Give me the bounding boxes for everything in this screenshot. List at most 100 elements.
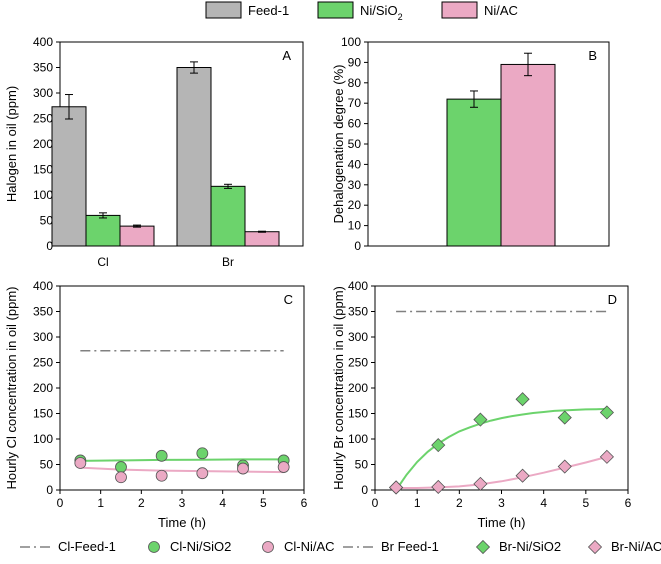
y-tick-label: 300 <box>33 86 53 100</box>
y-tick-label: 40 <box>348 157 362 171</box>
panel-a: 0 50 100 150 200 250 300 350 400 Halogen in oil (… <box>4 35 304 269</box>
y-tick-label: 350 <box>33 61 53 75</box>
x-axis-label: Time (h) <box>478 515 526 530</box>
y-tick-label: 50 <box>40 458 54 472</box>
fit-curve <box>80 466 284 474</box>
y-tick-label: 0 <box>46 483 53 497</box>
bar <box>85 214 121 247</box>
x-tick-label: 1 <box>414 496 421 510</box>
data-point <box>515 392 530 407</box>
y-tick-label: 70 <box>348 96 362 110</box>
legend-label: Br Feed-1 <box>381 539 439 554</box>
bottom-legend: Cl-Feed-1 Cl-Ni/SiO2 Cl-Ni/AC Br Feed-1 Br-N… <box>20 539 661 555</box>
legend-diamond-marker <box>587 539 603 555</box>
legend-circle-marker <box>262 541 274 553</box>
data-point <box>155 469 168 482</box>
bar <box>51 106 87 247</box>
data-point <box>557 459 572 474</box>
y-tick-label: 80 <box>348 76 362 90</box>
legend-swatch-niac <box>441 1 478 19</box>
y-tick-label: 30 <box>348 178 362 192</box>
legend-label: Cl-Ni/AC <box>284 539 335 554</box>
bar <box>176 67 212 247</box>
legend-diamond-marker <box>475 539 491 555</box>
legend-label-feed: Feed-1 <box>248 3 289 18</box>
y-tick-label: 400 <box>33 279 53 293</box>
y-tick-label: 200 <box>348 381 368 395</box>
panel-letter-b: B <box>588 48 597 63</box>
y-tick-label: 100 <box>33 188 53 202</box>
y-tick-label: 200 <box>33 381 53 395</box>
bar <box>500 63 556 247</box>
fit-curve <box>80 458 284 462</box>
legend-label-niac: Ni/AC <box>484 3 518 18</box>
bar <box>210 185 246 247</box>
y-tick-label: 150 <box>33 163 53 177</box>
y-tick-label: 350 <box>348 305 368 319</box>
y-tick-label: 60 <box>348 117 362 131</box>
data-point <box>557 410 572 425</box>
x-tick-label: 4 <box>219 496 226 510</box>
legend-label: Br-Ni/SiO2 <box>499 539 561 554</box>
legend-swatch-nisio2 <box>317 1 354 19</box>
y-axis-label: Halogen in oil (ppm) <box>4 86 19 202</box>
panel-letter-c: C <box>284 292 293 307</box>
x-tick-label: 2 <box>456 496 463 510</box>
data-point <box>473 412 488 427</box>
data-point <box>431 438 446 453</box>
x-axis-label: Time (h) <box>158 515 206 530</box>
x-tick-label: 2 <box>138 496 145 510</box>
x-tick-label: 6 <box>625 496 632 510</box>
data-point <box>237 462 249 475</box>
y-axis-label: Dehalogenation degree (%) <box>331 65 346 224</box>
x-tick-label: 3 <box>498 496 505 510</box>
y-tick-label: 300 <box>33 330 53 344</box>
y-tick-label: 100 <box>341 35 361 49</box>
y-tick-label: 90 <box>348 55 362 69</box>
x-tick-label: 1 <box>97 496 104 510</box>
y-tick-label: 20 <box>348 198 362 212</box>
data-point <box>196 467 209 480</box>
y-tick-label: 0 <box>46 239 53 253</box>
y-tick-label: 10 <box>348 219 362 233</box>
top-legend: Feed-1 Ni/SiO2 Ni/AC <box>205 1 518 22</box>
x-tick-label: 5 <box>582 496 589 510</box>
data-point <box>115 461 127 473</box>
y-tick-label: 150 <box>348 407 368 421</box>
data-point <box>115 471 127 484</box>
plot-frame <box>374 285 629 491</box>
legend-circle-marker <box>148 541 160 553</box>
y-tick-label: 100 <box>348 432 368 446</box>
bar <box>244 231 280 247</box>
y-tick-label: 50 <box>355 458 369 472</box>
y-tick-label: 50 <box>348 137 362 151</box>
data-point <box>599 449 614 464</box>
data-point <box>473 476 488 491</box>
data-point <box>599 405 614 420</box>
legend-label: Br-Ni/AC <box>611 539 661 554</box>
data-point <box>389 480 404 495</box>
x-tick-label: Br <box>222 255 234 269</box>
y-tick-label: 250 <box>33 112 53 126</box>
legend-swatch-feed <box>205 1 242 19</box>
y-tick-label: 400 <box>348 279 368 293</box>
y-axis-label: Hourly Cl concentration in oil (ppm) <box>4 286 19 489</box>
x-tick-label: 0 <box>57 496 64 510</box>
fit-curve <box>396 455 608 489</box>
x-tick-label: 0 <box>372 496 379 510</box>
fit-curve <box>395 407 607 491</box>
legend-label: Cl-Ni/SiO2 <box>170 539 231 554</box>
y-tick-label: 0 <box>361 483 368 497</box>
y-tick-label: 350 <box>33 305 53 319</box>
x-tick-label: Cl <box>97 255 108 269</box>
y-tick-label: 300 <box>348 330 368 344</box>
data-point <box>277 461 290 473</box>
panel-letter-a: A <box>282 48 291 63</box>
y-tick-label: 50 <box>40 214 54 228</box>
y-tick-label: 100 <box>33 432 53 446</box>
y-tick-label: 250 <box>33 356 53 370</box>
x-tick-label: 4 <box>540 496 547 510</box>
